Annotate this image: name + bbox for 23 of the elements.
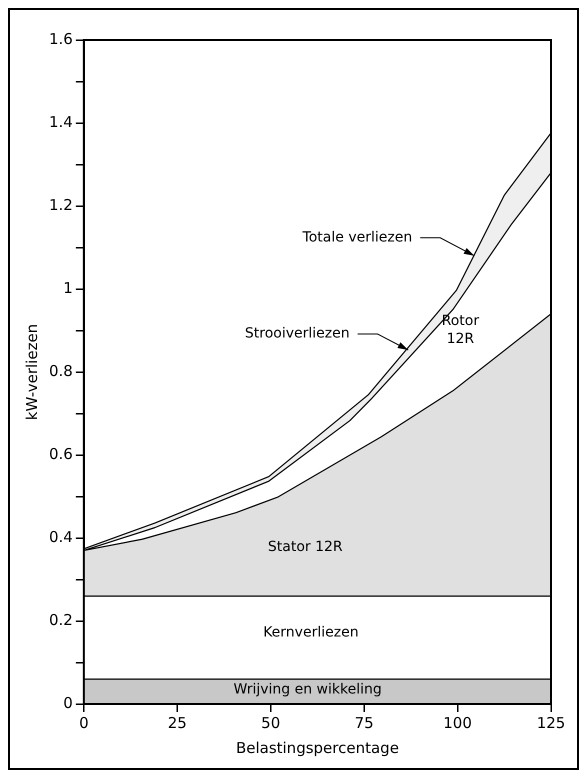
y-axis-title: kW-verliezen <box>22 324 41 420</box>
annotation: Stator 12R <box>268 538 343 555</box>
annotation: Rotor 12R <box>442 313 480 348</box>
annotation: Kernverliezen <box>263 624 359 641</box>
y-tick-label: 1.4 <box>48 112 73 131</box>
y-tick-label: 0 <box>63 694 73 712</box>
x-tick-label: 100 <box>443 714 472 732</box>
x-tick-label: 125 <box>536 714 566 732</box>
y-tick-label: 0.4 <box>48 528 73 546</box>
y-tick-label: 0.8 <box>48 362 73 380</box>
annotation: Totale verliezen <box>302 229 412 246</box>
x-tick-label: 50 <box>261 714 280 732</box>
annotation: Strooiverliezen <box>244 326 350 342</box>
x-tick-label: 0 <box>79 714 89 732</box>
y-tick-label: 0.6 <box>48 444 73 463</box>
annotation: Wrijving en wikkeling <box>233 682 382 698</box>
y-tick-label: 1.2 <box>48 196 73 214</box>
y-tick-label: 1 <box>63 278 73 297</box>
x-axis-title: Belastingspercentage <box>236 738 399 757</box>
x-tick-label: 25 <box>168 714 187 732</box>
y-tick-label: 0.2 <box>48 610 73 629</box>
x-tick-label: 75 <box>354 714 374 732</box>
y-tick-label: 1.6 <box>48 30 73 48</box>
